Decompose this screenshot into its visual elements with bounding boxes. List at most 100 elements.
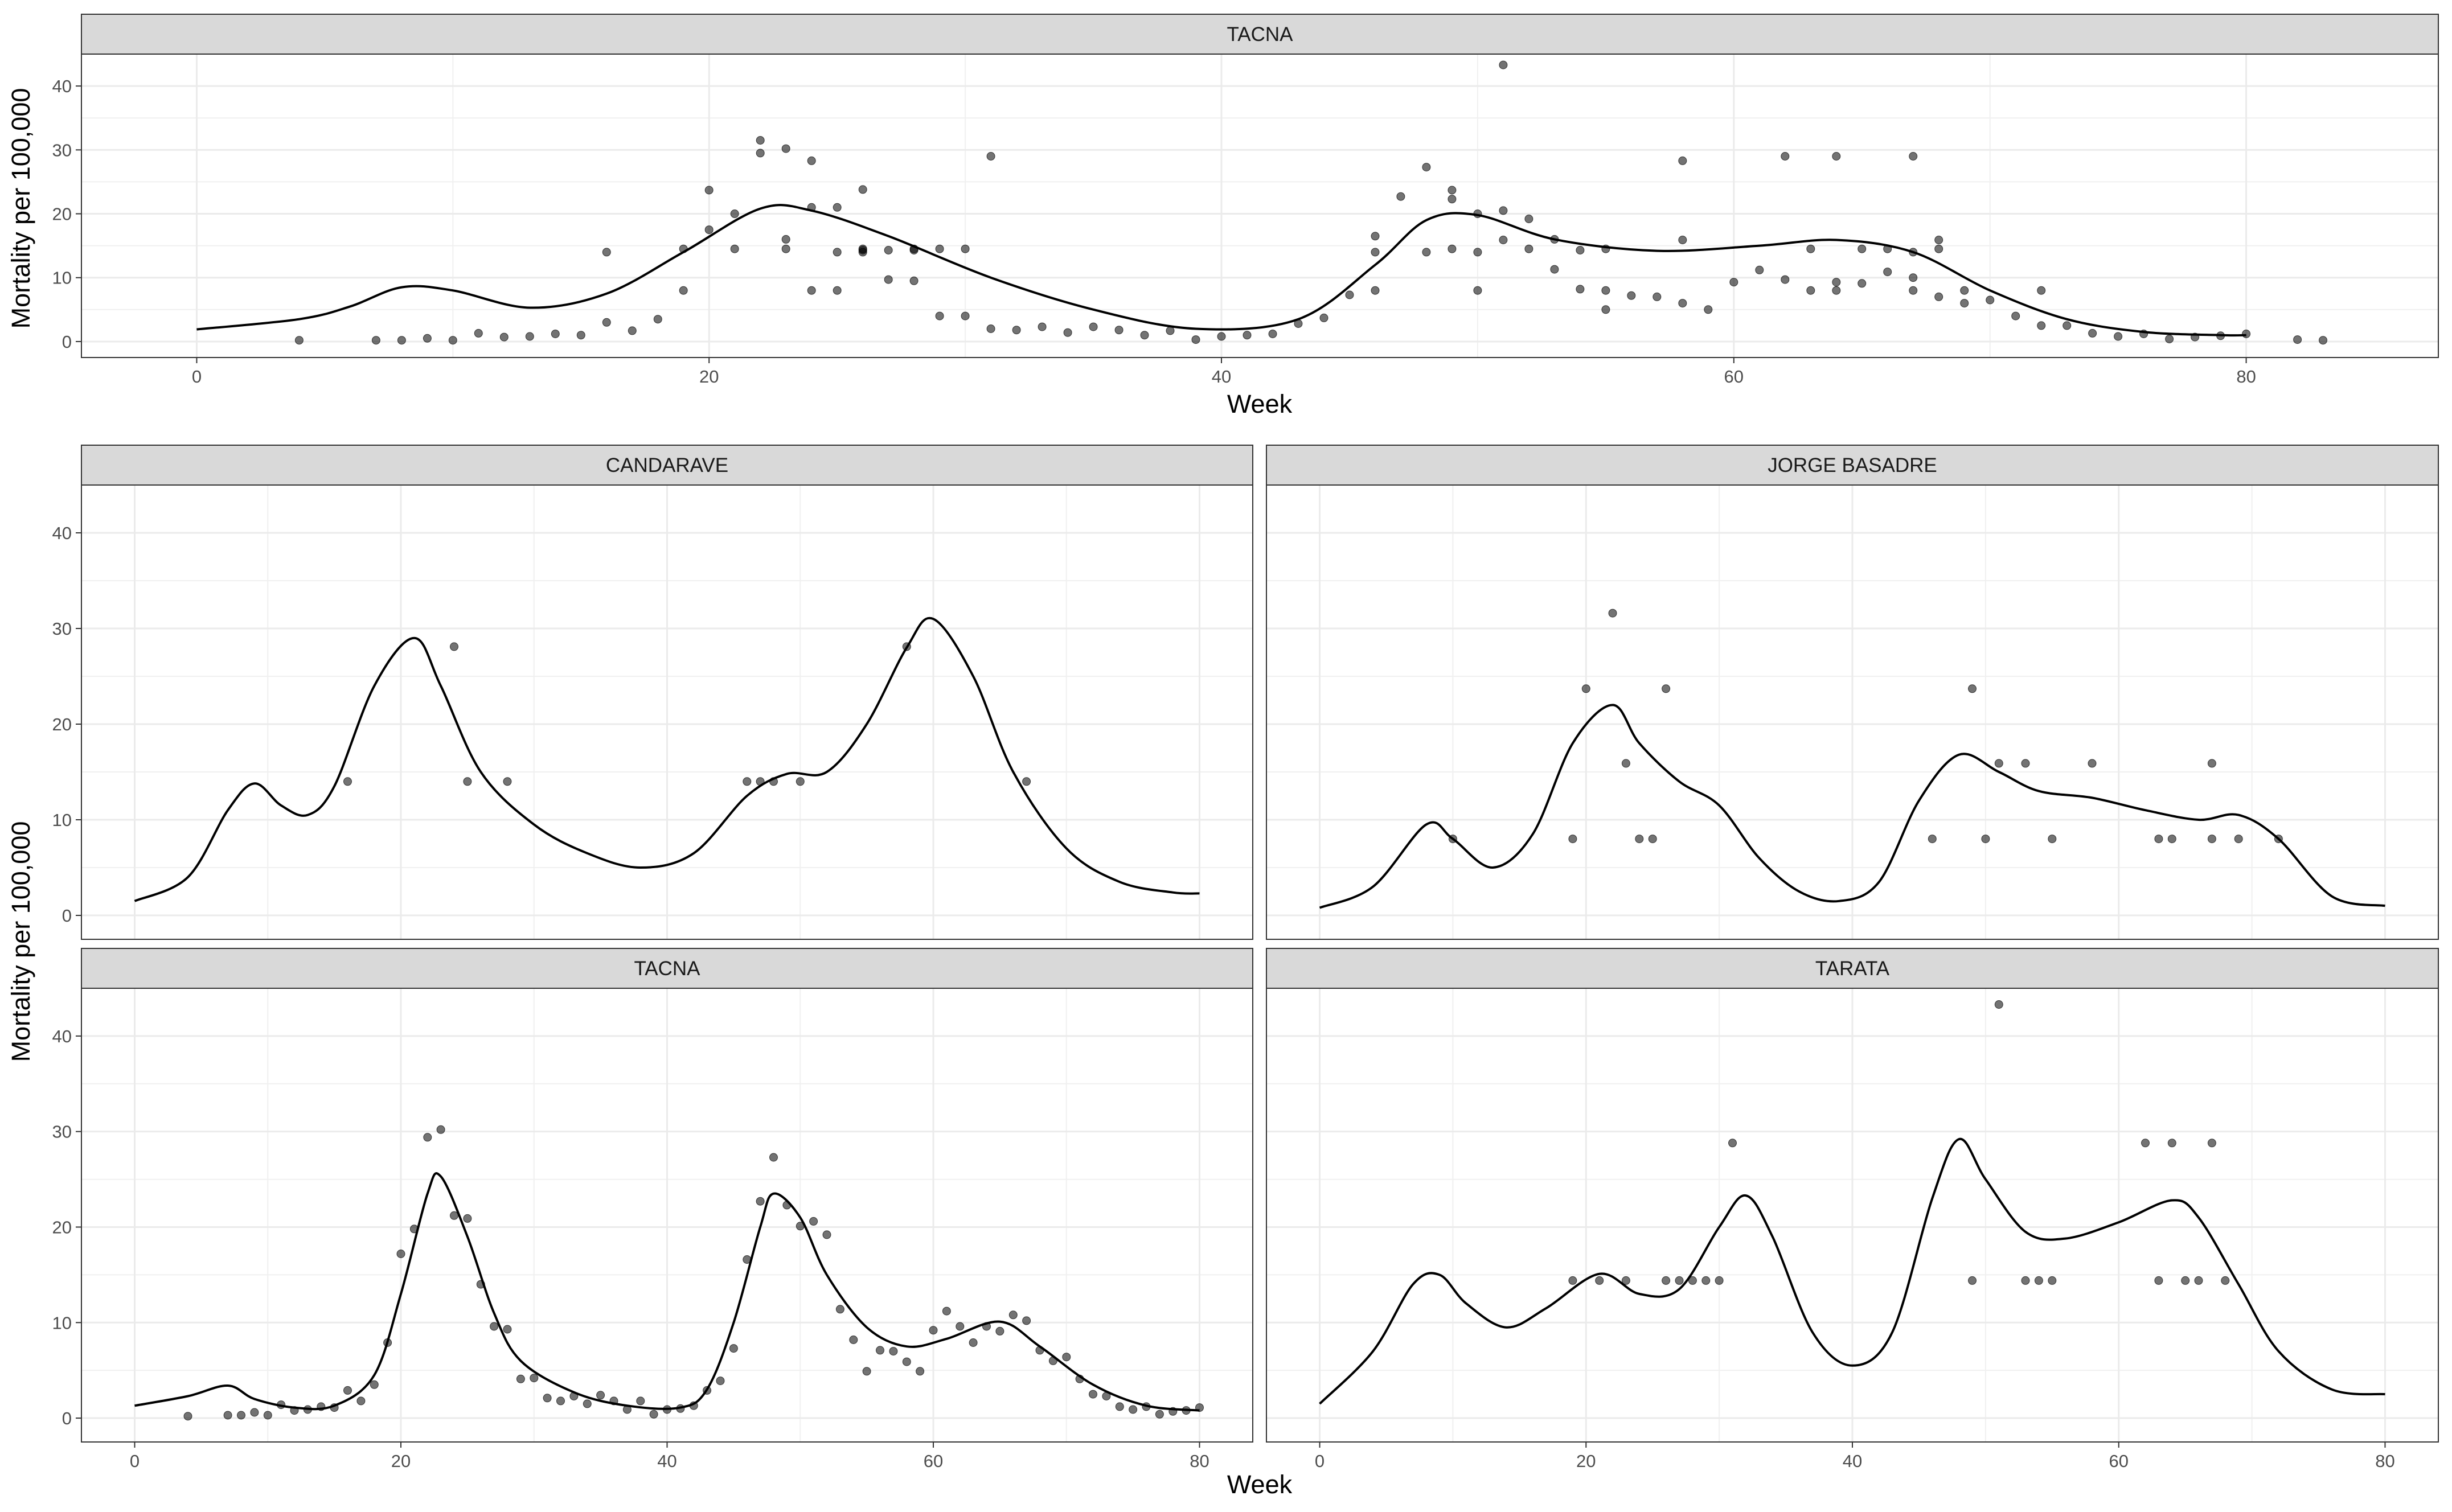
y-tick-label: 10 — [52, 1313, 72, 1333]
y-tick-label: 40 — [52, 76, 72, 96]
data-point — [1499, 206, 1508, 215]
data-point — [1909, 152, 1918, 161]
data-point — [1729, 278, 1738, 287]
data-point — [450, 1211, 458, 1220]
data-point — [1155, 1410, 1164, 1419]
data-point — [490, 1322, 499, 1331]
data-point — [1662, 1276, 1671, 1285]
panel-1: CANDARAVE 0 10 20 30 40 — [52, 445, 1253, 940]
data-point — [396, 1250, 405, 1258]
x-tick-label: 0 — [1315, 1451, 1325, 1471]
data-point — [730, 209, 739, 218]
data-point — [2167, 835, 2176, 844]
data-point — [2141, 1139, 2150, 1148]
data-point — [1166, 326, 1175, 335]
data-point — [576, 331, 585, 340]
data-point — [503, 777, 512, 786]
data-point — [294, 336, 304, 345]
data-point — [822, 1230, 831, 1239]
data-point — [849, 1336, 858, 1344]
x-tick-label: 0 — [192, 367, 202, 387]
data-point — [2114, 332, 2123, 341]
data-point — [525, 332, 534, 341]
data-point — [1806, 286, 1815, 295]
data-point — [2063, 321, 2072, 330]
data-point — [1008, 1310, 1018, 1320]
data-point — [653, 315, 662, 324]
data-point — [1448, 244, 1457, 253]
data-point — [756, 149, 765, 158]
x-tick-label: 80 — [2375, 1451, 2394, 1471]
data-point — [1621, 759, 1630, 768]
data-point — [1608, 609, 1617, 618]
data-point — [935, 311, 944, 321]
data-point — [463, 1214, 472, 1223]
data-point — [807, 156, 816, 165]
x-tick-label: 20 — [391, 1451, 411, 1471]
data-point — [1595, 1276, 1604, 1285]
data-point — [781, 144, 790, 153]
data-point — [448, 336, 457, 345]
data-point — [397, 336, 406, 345]
data-point — [2021, 1276, 2030, 1285]
data-point — [1568, 835, 1577, 844]
data-point — [1448, 195, 1457, 204]
data-point — [1883, 268, 1892, 277]
data-point — [1909, 273, 1918, 282]
data-point — [2037, 286, 2046, 295]
data-point — [1678, 156, 1687, 165]
data-point — [743, 777, 752, 786]
data-point — [1832, 152, 1841, 161]
panel-strip — [1266, 948, 2439, 989]
data-point — [835, 1305, 844, 1314]
data-point — [1648, 835, 1657, 844]
data-point — [1627, 291, 1636, 300]
data-point — [1678, 299, 1687, 308]
x-tick-label: 40 — [657, 1451, 676, 1471]
data-point — [2154, 835, 2163, 844]
panel-strip-label: TACNA — [634, 958, 700, 980]
data-point — [916, 1367, 925, 1376]
data-point — [679, 286, 688, 295]
smooth-curve — [134, 617, 1200, 902]
y-tick-label: 0 — [62, 1408, 72, 1428]
data-point — [1371, 248, 1380, 257]
data-point — [1621, 1276, 1630, 1285]
panel-border — [81, 484, 1253, 940]
data-point — [1115, 1402, 1124, 1411]
smooth-curve — [1319, 704, 2385, 909]
data-point — [1217, 332, 1226, 341]
panel-0: TACNA 0 10 20 30 40 0 20 40 60 80 — [52, 14, 2439, 387]
data-point — [2242, 330, 2251, 338]
data-point — [935, 244, 944, 253]
data-point — [250, 1408, 259, 1417]
data-point — [1268, 330, 1277, 338]
data-point — [1909, 286, 1918, 295]
data-point — [781, 235, 790, 244]
data-point — [1704, 305, 1713, 314]
y-tick-label: 30 — [52, 1122, 72, 1142]
x-tick-label: 40 — [1843, 1451, 1862, 1471]
data-point — [1576, 285, 1585, 294]
smooth-curve — [196, 204, 2246, 337]
bottom-y-axis-title: Mortality per 100,000 — [6, 821, 35, 1062]
data-point — [1934, 244, 1943, 253]
data-point — [1601, 305, 1610, 314]
data-point — [474, 328, 483, 338]
data-point — [833, 248, 842, 257]
data-point — [516, 1374, 525, 1383]
smooth-curve — [134, 1172, 1200, 1412]
data-point — [858, 185, 867, 194]
data-point — [2034, 1276, 2043, 1285]
data-point — [1473, 248, 1482, 257]
data-point — [1089, 1390, 1097, 1399]
data-point — [961, 311, 970, 321]
data-point — [183, 1412, 192, 1421]
data-point — [2234, 835, 2243, 844]
data-point — [876, 1346, 884, 1355]
data-point — [1089, 322, 1098, 331]
x-tick-label: 0 — [130, 1451, 140, 1471]
data-point — [423, 1133, 432, 1142]
data-point — [596, 1391, 605, 1400]
panel-2: JORGE BASADRE — [1266, 445, 2439, 940]
